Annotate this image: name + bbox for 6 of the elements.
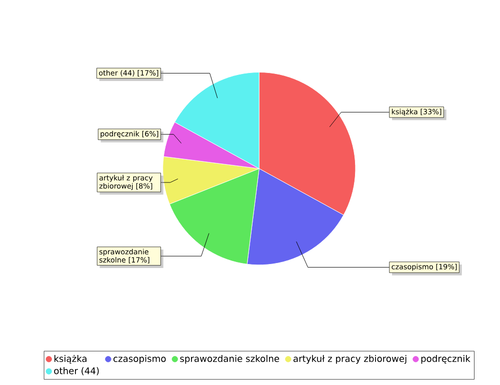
legend-label: czasopismo <box>113 354 166 364</box>
legend-label: other (44) <box>54 366 99 376</box>
legend-label: podręcznik <box>421 354 470 364</box>
legend-label: artykuł z pracy zbiorowej <box>294 354 406 364</box>
legend-label: książka <box>54 354 86 364</box>
legend-label: sprawozdanie szkolne <box>180 354 280 364</box>
